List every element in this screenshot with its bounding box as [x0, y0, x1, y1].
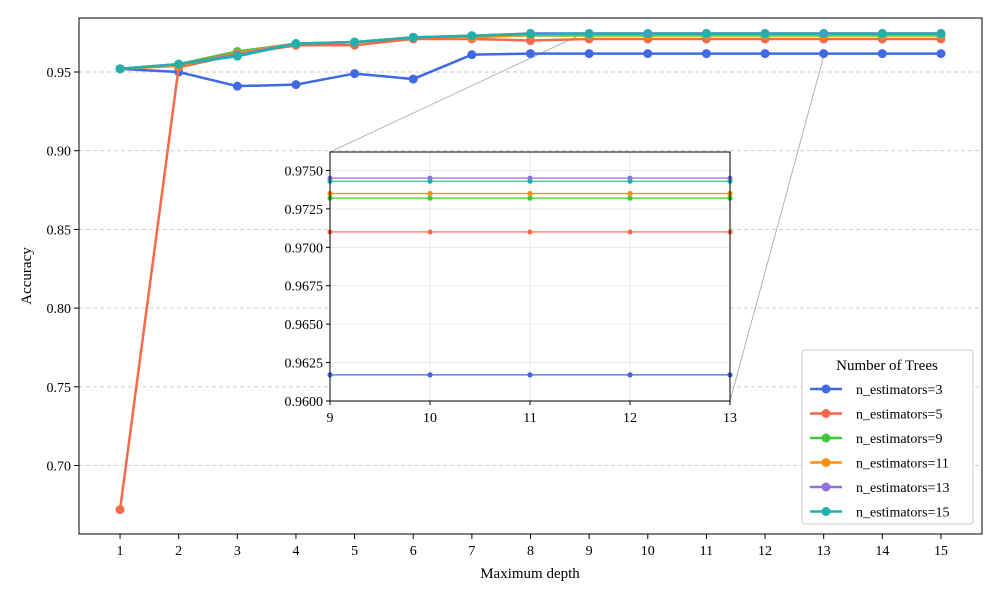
- data-point: [643, 49, 652, 58]
- data-point: [233, 82, 242, 91]
- inset-data-point: [627, 229, 632, 234]
- x-tick-label: 14: [875, 544, 889, 559]
- accuracy-line-chart: 1 2 3 4 5 6 7 8 9 10 11 12 13 14 15 0.700.750.800.850.…: [0, 0, 1000, 600]
- data-point: [233, 52, 242, 61]
- inset-data-point: [427, 229, 432, 234]
- x-tick-label: 3: [234, 544, 241, 559]
- data-point: [291, 80, 300, 89]
- y-tick-label: 0.70: [47, 460, 72, 475]
- legend-label: n_estimators=15: [856, 506, 949, 521]
- data-point: [819, 49, 828, 58]
- x-tick-label: 9: [586, 544, 593, 559]
- data-point: [702, 49, 711, 58]
- data-point: [585, 29, 594, 38]
- inset-y-tick-label: 0.9600: [285, 395, 324, 410]
- inset-data-point: [427, 372, 432, 377]
- legend-label: n_estimators=5: [856, 408, 942, 423]
- legend-swatch-marker: [822, 507, 831, 516]
- legend-swatch-marker: [822, 458, 831, 467]
- y-tick-label: 0.90: [47, 145, 72, 160]
- inset-data-point: [627, 191, 632, 196]
- data-point: [467, 50, 476, 59]
- x-tick-label: 6: [410, 544, 417, 559]
- inset-data-point: [627, 179, 632, 184]
- data-point: [878, 49, 887, 58]
- x-tick-label: 2: [175, 544, 182, 559]
- data-point: [936, 29, 945, 38]
- data-point: [936, 49, 945, 58]
- inset-data-point: [527, 179, 532, 184]
- data-point: [174, 60, 183, 69]
- inset-y-tick-label: 0.9650: [285, 318, 324, 333]
- inset-y-tick-label: 0.9750: [285, 164, 324, 179]
- inset-x-tick-label: 13: [723, 411, 737, 426]
- x-tick-label: 10: [641, 544, 655, 559]
- inset-data-point: [427, 191, 432, 196]
- data-point: [526, 29, 535, 38]
- inset-data-point: [427, 196, 432, 201]
- legend-label: n_estimators=13: [856, 481, 949, 496]
- legend-label: n_estimators=11: [856, 457, 949, 472]
- legend-swatch-marker: [822, 409, 831, 418]
- inset-data-point: [527, 372, 532, 377]
- data-point: [409, 75, 418, 84]
- data-point: [643, 29, 652, 38]
- legend-swatch-marker: [822, 483, 831, 492]
- inset-y-tick-label: 0.9625: [285, 357, 324, 372]
- inset-y-tick-label: 0.9725: [285, 203, 324, 218]
- data-point: [291, 39, 300, 48]
- data-point: [467, 31, 476, 40]
- legend-label: n_estimators=3: [856, 383, 942, 398]
- inset-x-tick-label: 9: [327, 411, 334, 426]
- data-point: [761, 29, 770, 38]
- x-tick-label: 13: [817, 544, 831, 559]
- legend: Number of Trees n_estimators=3 n_estimato…: [802, 350, 973, 524]
- x-tick-label: 11: [700, 544, 713, 559]
- inset-y-tick-label: 0.9700: [285, 241, 324, 256]
- data-point: [526, 49, 535, 58]
- x-axis-title: Maximum depth: [480, 566, 580, 582]
- zoom-inset: 9 10 11 12 13 0.9600 0.9625 0.9650 0.9675 0.9700…: [285, 152, 738, 426]
- data-point: [350, 38, 359, 47]
- inset-data-point: [427, 179, 432, 184]
- y-tick-label: 0.85: [47, 223, 72, 238]
- data-point: [116, 64, 125, 73]
- legend-swatch-marker: [822, 434, 831, 443]
- inset-x-tick-label: 12: [623, 411, 637, 426]
- y-axis-title: Accuracy: [19, 247, 35, 305]
- inset-data-point: [627, 196, 632, 201]
- legend-title: Number of Trees: [836, 358, 938, 374]
- y-tick-label: 0.75: [47, 381, 72, 396]
- x-tick-label: 4: [292, 544, 299, 559]
- data-point: [702, 29, 711, 38]
- x-tick-label: 8: [527, 544, 534, 559]
- legend-label: n_estimators=9: [856, 432, 942, 447]
- x-tick-label: 15: [934, 544, 948, 559]
- inset-x-tick-label: 10: [423, 411, 437, 426]
- inset-x-tick-label: 11: [523, 411, 536, 426]
- y-tick-label: 0.80: [47, 302, 72, 317]
- inset-y-tick-label: 0.9675: [285, 280, 324, 295]
- data-point: [350, 69, 359, 78]
- data-point: [409, 33, 418, 42]
- x-tick-label: 5: [351, 544, 358, 559]
- data-point: [116, 505, 125, 514]
- x-tick-label: 7: [468, 544, 475, 559]
- x-tick-label: 12: [758, 544, 772, 559]
- x-tick-label: 1: [117, 544, 124, 559]
- legend-swatch-marker: [822, 385, 831, 394]
- data-point: [819, 29, 828, 38]
- data-point: [878, 29, 887, 38]
- y-tick-label: 0.95: [47, 66, 72, 81]
- inset-data-point: [627, 372, 632, 377]
- data-point: [761, 49, 770, 58]
- inset-data-point: [527, 196, 532, 201]
- data-point: [585, 49, 594, 58]
- inset-data-point: [527, 191, 532, 196]
- inset-data-point: [527, 229, 532, 234]
